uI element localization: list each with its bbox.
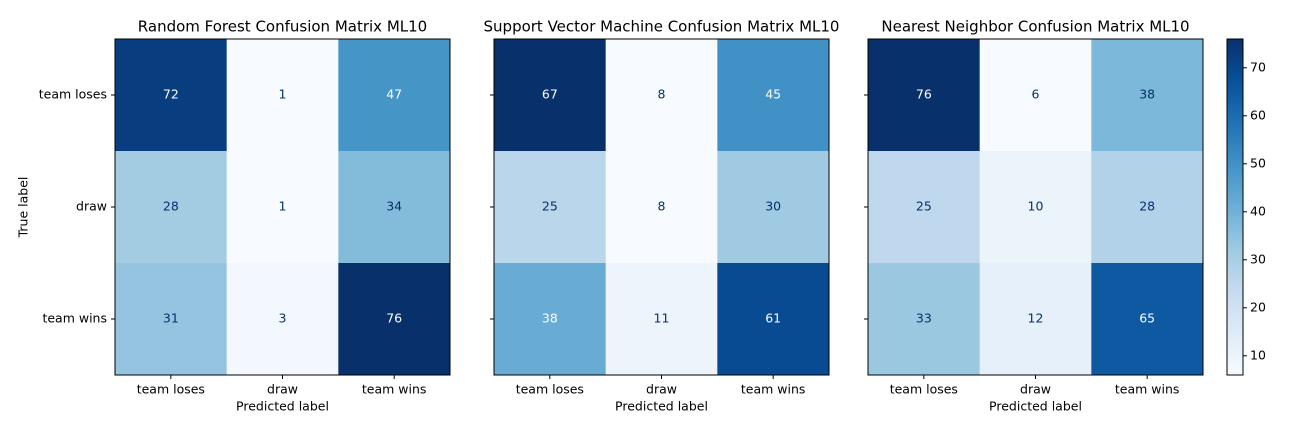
cell-label: 10 (1028, 199, 1044, 214)
chart-title: Random Forest Confusion Matrix ML10 (138, 18, 427, 36)
chart-title: Support Vector Machine Confusion Matrix … (484, 18, 840, 36)
heatmap-cell (717, 39, 830, 152)
cell-label: 65 (1139, 311, 1155, 326)
colorbar-tick-label: 50 (1250, 155, 1266, 170)
heatmap-cell (605, 151, 718, 264)
cell-label: 30 (765, 199, 781, 214)
cell-label: 11 (654, 311, 670, 326)
cell-label: 12 (1028, 311, 1044, 326)
heatmap-cell (605, 263, 718, 376)
cell-label: 34 (386, 199, 402, 214)
chart-title: Nearest Neighbor Confusion Matrix ML10 (881, 18, 1189, 36)
heatmap-cell (605, 39, 718, 152)
heatmap-cell (338, 263, 451, 376)
colorbar-tick-label: 20 (1250, 299, 1266, 314)
heatmap-cell (868, 39, 981, 152)
cell-label: 76 (916, 87, 932, 102)
cell-label: 1 (279, 199, 287, 214)
heatmap-cell (979, 263, 1092, 376)
heatmap-cell (494, 151, 607, 264)
heatmap-cell (1091, 39, 1204, 152)
heatmap-cell (1091, 151, 1204, 264)
cell-label: 6 (1032, 87, 1040, 102)
colorbar-tick-label: 70 (1250, 59, 1266, 74)
colorbar-tick-label: 10 (1250, 347, 1266, 362)
heatmap-cell (717, 151, 830, 264)
heatmap-cell (979, 39, 1092, 152)
cell-label: 25 (916, 199, 932, 214)
cell-label: 1 (279, 87, 287, 102)
cell-label: 67 (542, 87, 558, 102)
cell-label: 28 (163, 199, 179, 214)
x-axis-label: Predicted label (615, 399, 708, 414)
heatmap-cell (226, 263, 339, 376)
colorbar (1226, 38, 1244, 376)
colorbar-tick-label: 30 (1250, 251, 1266, 266)
cell-label: 3 (279, 311, 287, 326)
heatmap-cell (115, 39, 228, 152)
heatmap-cell (338, 39, 451, 152)
cell-label: 38 (1139, 87, 1155, 102)
x-tick-label: team loses (516, 382, 584, 397)
x-tick-label: team wins (362, 382, 427, 397)
x-tick-label: team loses (137, 382, 205, 397)
cell-label: 38 (542, 311, 558, 326)
cell-label: 72 (163, 87, 179, 102)
heatmap-cell (868, 151, 981, 264)
x-axis-label: Predicted label (236, 399, 329, 414)
cell-label: 8 (658, 199, 666, 214)
cell-label: 61 (765, 311, 781, 326)
heatmap-cell (226, 39, 339, 152)
cell-label: 47 (386, 87, 402, 102)
cell-label: 33 (916, 311, 932, 326)
colorbar-tick-label: 60 (1250, 107, 1266, 122)
heatmap-cell (717, 263, 830, 376)
heatmap-cell (338, 151, 451, 264)
x-axis-label: Predicted label (989, 399, 1082, 414)
cell-label: 76 (386, 311, 402, 326)
heatmap-cell (494, 263, 607, 376)
x-tick-label: team wins (1115, 382, 1180, 397)
colorbar-tick-label: 40 (1250, 203, 1266, 218)
cell-label: 31 (163, 311, 179, 326)
x-tick-label: draw (646, 382, 677, 397)
x-tick-label: team loses (890, 382, 958, 397)
cell-label: 25 (542, 199, 558, 214)
x-tick-label: draw (1020, 382, 1051, 397)
cell-label: 8 (658, 87, 666, 102)
y-tick-label: team loses (39, 87, 107, 102)
cell-label: 28 (1139, 199, 1155, 214)
heatmap-cell (115, 151, 228, 264)
y-tick-label: draw (76, 199, 107, 214)
cell-label: 45 (765, 87, 781, 102)
heatmap-cell (226, 151, 339, 264)
heatmap-cell (494, 39, 607, 152)
x-tick-label: draw (267, 382, 298, 397)
heatmap-cell (115, 263, 228, 376)
y-tick-label: team wins (42, 311, 107, 326)
x-tick-label: team wins (741, 382, 806, 397)
heatmap-cell (979, 151, 1092, 264)
heatmap-cell (868, 263, 981, 376)
heatmap-cell (1091, 263, 1204, 376)
y-axis-label: True label (16, 177, 31, 239)
